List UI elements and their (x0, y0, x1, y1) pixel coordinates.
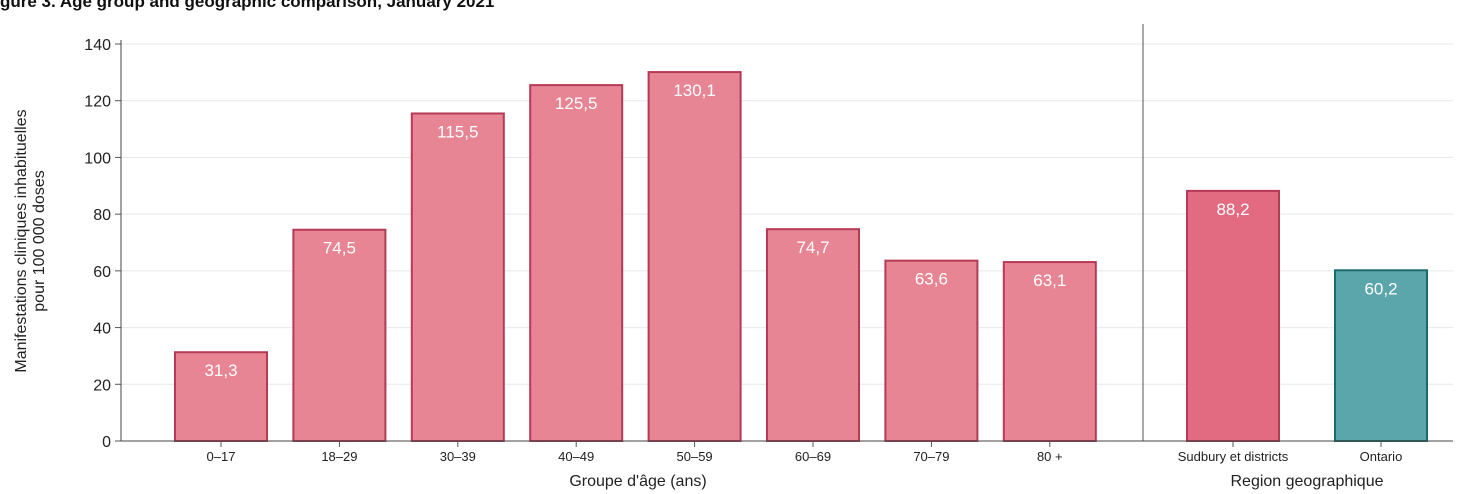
category-label: 18–29 (321, 449, 357, 464)
axes (115, 24, 1453, 447)
category-label: 40–49 (558, 449, 594, 464)
bar-sudbury-et-districts (1186, 189, 1280, 442)
y-tick-label: 0 (102, 434, 111, 451)
data-label: 88,2 (1216, 200, 1249, 219)
x-axis-label-age: Groupe d'âge (ans) (569, 473, 706, 490)
category-label: 70–79 (913, 449, 949, 464)
bar-18-29 (292, 228, 387, 442)
y-axis-label-line-2: pour 100 000 doses (31, 170, 48, 311)
labels: 0 20 40 60 80 100 120 140 31,3 0–17 74,5 18–29 115,5… (84, 37, 1402, 464)
bar-80- (1002, 261, 1097, 443)
data-label: 74,5 (323, 239, 356, 258)
category-label: 60–69 (795, 449, 831, 464)
y-axis-label-line-1: Manifestations cliniques inhabituelles (13, 109, 30, 372)
data-label: 130,1 (673, 81, 716, 100)
y-tick-label: 20 (93, 377, 111, 394)
y-tick-label: 60 (93, 264, 111, 281)
bar-50-59 (647, 71, 742, 442)
data-label: 60,2 (1364, 279, 1397, 298)
y-tick-label: 120 (84, 94, 111, 111)
y-tick-label: 140 (84, 37, 111, 54)
data-label: 31,3 (204, 361, 237, 380)
bar-30-39 (410, 112, 505, 442)
bar-70-79 (884, 259, 979, 442)
category-label: 30–39 (440, 449, 476, 464)
x-axis-label-region: Region geographique (1230, 473, 1383, 490)
data-label: 125,5 (555, 94, 598, 113)
category-label: 80 + (1037, 449, 1063, 464)
bar-60-69 (766, 228, 860, 442)
bar-40-49 (529, 84, 624, 442)
data-label: 63,6 (915, 270, 948, 289)
chart-title: gure 3. Age group and geographic compari… (0, 0, 495, 11)
data-label: 74,7 (796, 238, 829, 257)
y-tick-label: 40 (93, 321, 111, 338)
category-label: 50–59 (677, 449, 713, 464)
data-label: 63,1 (1033, 271, 1066, 290)
y-tick-label: 80 (93, 207, 111, 224)
bar-0-17 (174, 351, 268, 443)
bars (174, 71, 1428, 443)
category-label: Ontario (1360, 449, 1403, 464)
category-label: Sudbury et districts (1178, 449, 1289, 464)
category-label: 0–17 (207, 449, 236, 464)
y-tick-label: 100 (84, 150, 111, 167)
data-label: 115,5 (437, 122, 478, 141)
